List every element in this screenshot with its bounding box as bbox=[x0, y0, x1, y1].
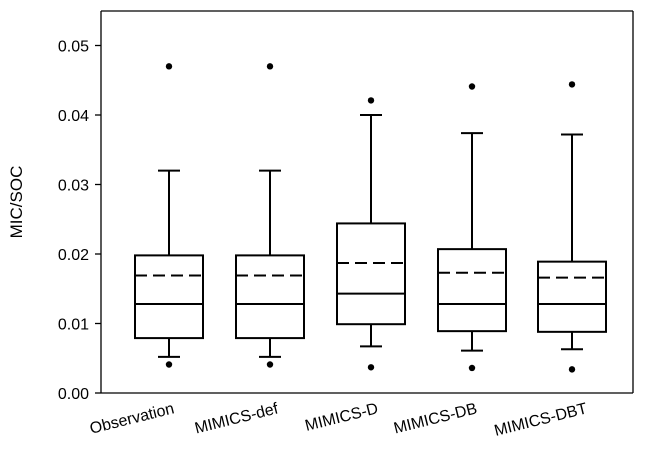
outlier-point bbox=[568, 366, 576, 373]
box-group bbox=[336, 97, 406, 371]
outlier-point bbox=[266, 361, 274, 368]
x-tick-label: MIMICS-DBT bbox=[493, 400, 590, 440]
outlier-point bbox=[367, 364, 375, 371]
y-ticks: 0.00 0.01 0.02 0.03 0.04 0.05 bbox=[58, 39, 101, 403]
iqr-box bbox=[235, 254, 305, 340]
y-tick-label: 0.01 bbox=[58, 317, 89, 334]
outlier-point bbox=[568, 81, 576, 88]
outlier-point bbox=[165, 361, 173, 368]
x-tick-label: MIMICS-def bbox=[193, 400, 280, 437]
iqr-box bbox=[537, 260, 607, 333]
outlier-point bbox=[367, 97, 375, 104]
y-axis-label: MIC/SOC bbox=[7, 166, 26, 239]
y-tick-label: 0.04 bbox=[58, 108, 89, 125]
y-tick-label: 0.00 bbox=[58, 386, 89, 403]
box-group bbox=[134, 63, 204, 368]
x-tick-label: MIMICS-DB bbox=[392, 400, 479, 437]
iqr-box bbox=[134, 254, 204, 340]
outlier-point bbox=[165, 63, 173, 70]
outlier-point bbox=[468, 364, 476, 372]
axes bbox=[100, 10, 634, 394]
box-group bbox=[537, 81, 607, 373]
iqr-box bbox=[336, 222, 406, 326]
y-tick-label: 0.03 bbox=[58, 178, 89, 195]
x-tick-label: Observation bbox=[88, 400, 176, 437]
outlier-point bbox=[266, 63, 274, 70]
y-tick-label: 0.05 bbox=[58, 39, 89, 56]
box-group bbox=[235, 63, 305, 368]
box-group bbox=[437, 83, 507, 372]
iqr-box bbox=[437, 248, 507, 333]
x-tick-label: MIMICS-D bbox=[303, 400, 380, 435]
x-tick-labels: Observation MIMICS-def MIMICS-D MIMICS-DB MI… bbox=[88, 400, 589, 440]
outlier-point bbox=[468, 83, 476, 90]
boxes bbox=[134, 63, 607, 373]
y-tick-label: 0.02 bbox=[58, 247, 89, 264]
